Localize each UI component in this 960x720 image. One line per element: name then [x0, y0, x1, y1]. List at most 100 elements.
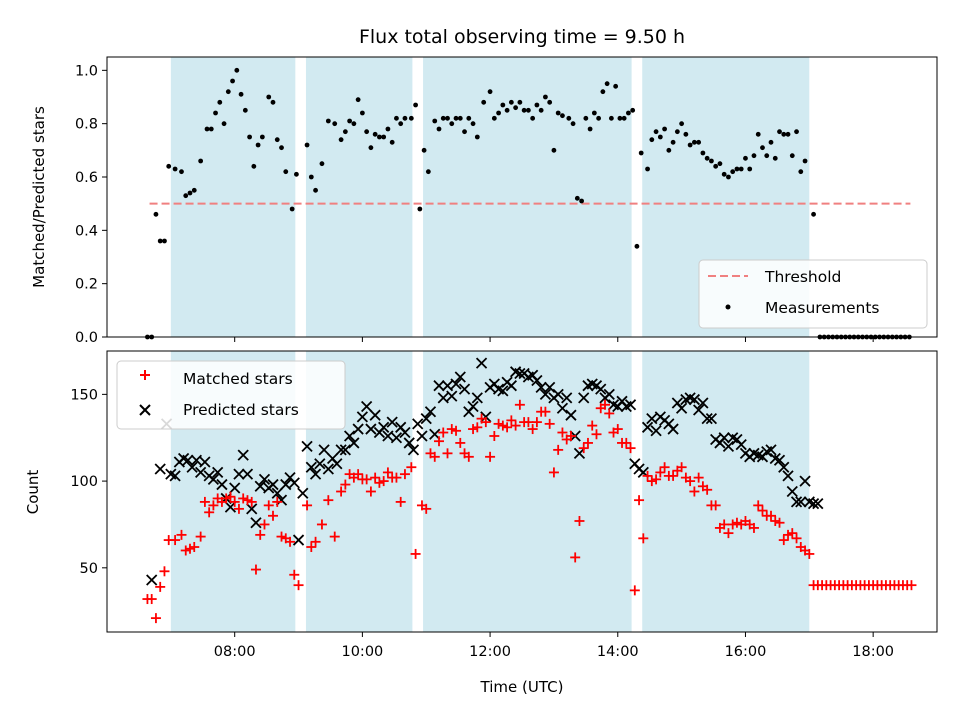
predicted-point	[169, 470, 181, 482]
predicted-point	[343, 430, 356, 442]
top-y-tick-label: 0.2	[75, 277, 98, 293]
matched-point	[276, 531, 287, 542]
measurement-point	[225, 89, 231, 95]
predicted-point	[675, 402, 688, 414]
matched-point	[757, 505, 768, 516]
x-tick-label: 18:00	[852, 644, 894, 660]
matched-point	[195, 531, 206, 542]
matched-point	[229, 496, 240, 507]
predicted-stars-series	[146, 357, 824, 586]
matched-point	[353, 469, 364, 480]
matched-point	[382, 467, 393, 478]
predicted-point	[407, 444, 420, 456]
predicted-point	[390, 432, 403, 444]
measurement-point	[270, 99, 276, 105]
predicted-point	[271, 487, 283, 499]
measurement-point	[183, 193, 189, 199]
matched-point	[642, 470, 653, 481]
measurement-point	[777, 129, 782, 135]
matched-point	[702, 484, 713, 495]
measurement-point	[662, 126, 667, 132]
predicted-point	[701, 413, 713, 425]
observing-window-2	[423, 57, 632, 337]
matched-point	[719, 519, 730, 530]
predicted-point	[237, 449, 249, 461]
measurement-point	[630, 107, 636, 113]
matched-point	[578, 443, 589, 454]
measurement-point	[508, 99, 514, 105]
measurement-point	[579, 198, 584, 204]
matched-point	[268, 510, 278, 521]
measurement-point	[198, 158, 204, 164]
measurement-point	[513, 105, 519, 111]
measurement-point	[726, 174, 731, 180]
measurement-point	[398, 121, 404, 127]
measurement-point	[449, 121, 455, 127]
predicted-point	[450, 378, 462, 390]
predicted-point	[335, 444, 347, 456]
top-y-tick-label: 1.0	[75, 63, 98, 79]
measurement-point	[313, 187, 318, 193]
matched-point	[502, 422, 513, 433]
matched-point	[176, 529, 187, 540]
matched-point	[625, 443, 636, 454]
matched-point	[208, 500, 219, 511]
matched-point	[293, 580, 304, 591]
predicted-point	[365, 423, 377, 435]
matched-point	[480, 417, 491, 428]
matched-point	[544, 418, 555, 429]
measurement-point	[238, 91, 244, 97]
measurement-point	[481, 99, 487, 105]
matched-point	[185, 543, 195, 554]
measurement-point	[440, 115, 446, 121]
observing-window-1	[305, 57, 413, 337]
measurement-point	[325, 118, 331, 124]
measurement-point	[583, 115, 589, 121]
matched-point	[604, 408, 615, 419]
predicted-point	[782, 470, 794, 482]
x-tick-label: 14:00	[597, 644, 639, 660]
measurement-point	[500, 102, 506, 108]
matched-point	[587, 420, 598, 431]
top-y-tick-label: 0.4	[75, 223, 98, 239]
measurement-point	[538, 107, 544, 113]
measurement-point	[543, 94, 548, 100]
measurement-point	[487, 89, 493, 95]
measurement-point	[274, 137, 280, 143]
measurement-point	[738, 166, 744, 172]
predicted-point	[718, 432, 730, 444]
matched-point	[659, 462, 670, 473]
matched-point	[634, 495, 645, 506]
measurement-point	[560, 113, 565, 119]
measurement-point	[496, 110, 501, 116]
predicted-point	[667, 423, 679, 435]
measurement-point	[717, 161, 723, 167]
measurement-point	[474, 134, 480, 140]
measurement-point	[172, 166, 178, 172]
bottom-y-tick-label: 150	[70, 387, 98, 403]
matched-stars-series	[142, 399, 917, 624]
predicted-point	[433, 380, 445, 392]
matched-point	[159, 566, 170, 577]
predicted-point	[378, 421, 390, 433]
predicted-point	[339, 444, 351, 456]
matched-point	[310, 536, 321, 547]
x-tick-label: 10:00	[341, 644, 383, 660]
predicted-point	[356, 411, 369, 423]
measurement-point	[621, 115, 627, 121]
measurement-point	[347, 118, 353, 124]
matched-point	[374, 477, 385, 488]
measurement-point	[709, 158, 714, 164]
predicted-point	[807, 498, 820, 510]
predicted-point	[561, 392, 573, 404]
predicted-point	[314, 458, 326, 470]
x-tick-label: 12:00	[469, 644, 511, 660]
measurement-point	[230, 78, 235, 84]
predicted-point	[182, 454, 194, 466]
matched-point	[685, 476, 696, 487]
matched-point	[612, 424, 623, 435]
predicted-point	[688, 393, 701, 406]
measurement-point	[547, 99, 553, 105]
predicted-point	[250, 517, 262, 529]
